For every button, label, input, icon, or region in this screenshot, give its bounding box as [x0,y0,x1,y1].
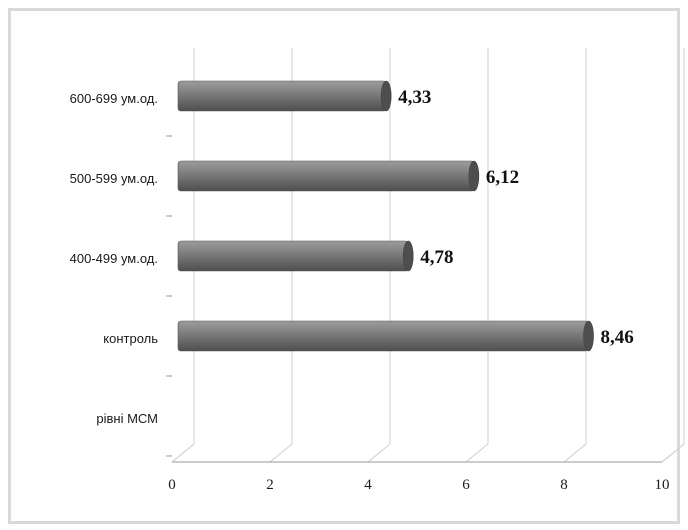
x-tick-label: 10 [655,477,670,493]
bar-end-cap [583,320,594,352]
gridline-floor-4 [367,443,391,463]
category-label: 400-499 ум.од. [70,251,158,266]
gridline-floor-6 [465,443,489,463]
floor-right-edge [661,443,685,463]
bar-body [177,320,589,352]
bar-end-cap [380,80,392,112]
bar-end-cap [468,160,480,192]
bar [177,160,480,192]
category-label: 600-699 ум.од. [70,91,158,106]
data-label: 4,33 [398,87,431,108]
category-label: 500-599 ум.од. [70,171,158,186]
bar-end-cap [402,240,414,272]
gridline-floor-2 [269,443,293,463]
data-label: 8,46 [601,327,634,348]
x-tick-label: 8 [560,477,568,493]
labels-layer: 0 2 4 6 8 10 600-699 ум.од. 4,33 500-599 ум.од. 6… [70,87,670,493]
category-label: рівні МСМ [96,411,158,426]
data-label: 6,12 [486,167,519,188]
bar [177,240,414,272]
category-label: контроль [103,331,158,346]
x-tick-label: 0 [168,477,176,493]
bar-body [177,240,409,272]
bar-body [177,80,387,112]
floor-left-edge [171,443,195,463]
bar-body [177,160,475,192]
data-label: 4,78 [420,247,453,268]
bars-layer [177,80,594,352]
bar [177,320,594,352]
gridline-floor-8 [563,443,587,463]
x-tick-label: 4 [364,477,372,493]
x-tick-label: 6 [462,477,470,493]
x-tick-label: 2 [266,477,274,493]
bar [177,80,392,112]
